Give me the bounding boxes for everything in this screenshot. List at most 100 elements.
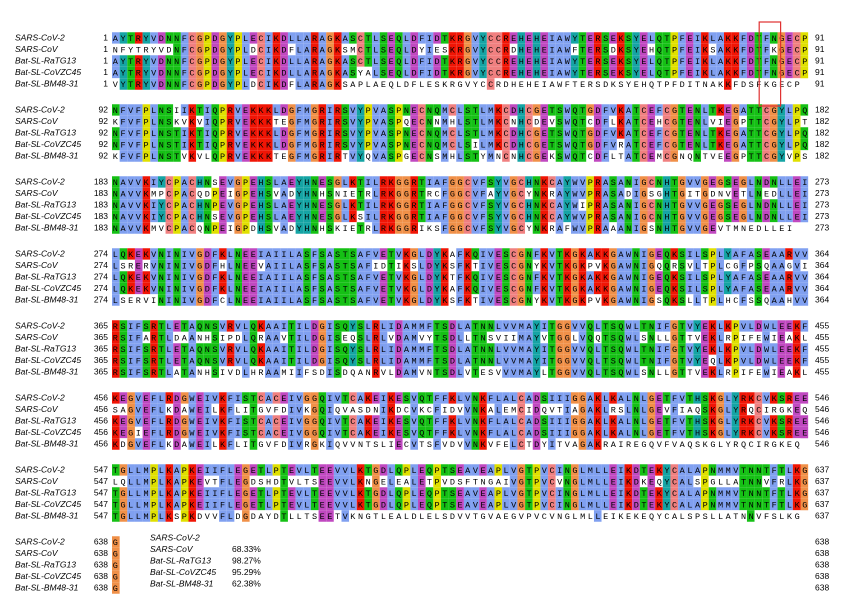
residue-bg bbox=[792, 464, 801, 476]
residue-bg bbox=[387, 354, 396, 367]
residue-bg bbox=[571, 487, 579, 499]
residue-bg bbox=[624, 248, 633, 260]
residue-bg bbox=[762, 78, 770, 90]
residue-bg bbox=[517, 498, 526, 511]
residue-bg bbox=[318, 199, 327, 211]
residue-bg bbox=[333, 354, 342, 367]
residue-bg bbox=[708, 331, 717, 344]
residue-bg bbox=[678, 199, 686, 211]
residue-bg bbox=[333, 210, 342, 223]
residue-bg bbox=[693, 415, 702, 427]
sequence-name: Bat-SL-BM48-31 bbox=[15, 582, 79, 592]
residue-bg bbox=[448, 464, 457, 476]
residue-bg bbox=[356, 438, 365, 450]
residue-bg bbox=[280, 282, 288, 295]
residue-bg bbox=[647, 66, 656, 79]
residue-bg bbox=[555, 210, 564, 223]
residue-bg bbox=[418, 354, 426, 367]
residue-bg bbox=[127, 464, 135, 476]
residue-bg bbox=[632, 438, 640, 450]
residue-bg bbox=[226, 498, 235, 511]
residue-bg bbox=[601, 138, 610, 151]
residue-bg bbox=[685, 294, 694, 306]
residue-bg bbox=[655, 150, 663, 162]
residue-bg bbox=[326, 138, 334, 151]
residue-bg bbox=[563, 78, 571, 90]
residue-bg bbox=[379, 438, 388, 450]
residue-bg bbox=[739, 138, 747, 151]
residue-bg bbox=[716, 320, 724, 332]
residue-bg bbox=[303, 115, 311, 128]
residue-bg bbox=[165, 343, 174, 355]
residue-bg bbox=[173, 320, 181, 332]
residue-bg bbox=[502, 510, 510, 522]
residue-bg bbox=[112, 187, 120, 200]
residue-bg bbox=[287, 176, 296, 188]
residue-bg bbox=[157, 438, 166, 450]
residue-bg bbox=[792, 498, 801, 511]
residue-bg bbox=[150, 104, 158, 116]
residue-bg bbox=[502, 115, 510, 128]
residue-bg bbox=[716, 199, 724, 211]
residue-bg bbox=[716, 248, 724, 260]
residue-bg bbox=[616, 498, 625, 511]
residue-bg bbox=[318, 32, 327, 44]
residue-bg bbox=[601, 104, 610, 116]
residue-bg bbox=[494, 510, 503, 522]
residue-bg bbox=[456, 464, 464, 476]
residue-bg bbox=[150, 210, 158, 223]
residue-bg bbox=[196, 32, 204, 44]
residue-bg bbox=[632, 55, 640, 67]
residue-bg bbox=[731, 354, 740, 367]
sequence-name: SARS-CoV bbox=[15, 476, 59, 486]
residue-bg bbox=[601, 55, 610, 67]
residue-bg bbox=[173, 366, 181, 378]
residue-bg bbox=[517, 475, 526, 488]
residue-bg bbox=[601, 66, 610, 79]
residue-bg bbox=[425, 271, 434, 283]
residue-bg bbox=[119, 43, 128, 56]
residue-bg bbox=[540, 78, 549, 90]
residue-bg bbox=[341, 187, 350, 200]
residue-bg bbox=[310, 510, 319, 522]
residue-bg bbox=[571, 415, 579, 427]
residue-bg bbox=[142, 331, 151, 344]
residue-bg bbox=[785, 32, 793, 44]
residue-bg bbox=[234, 294, 243, 306]
residue-bg bbox=[754, 320, 763, 332]
residue-bg bbox=[509, 127, 518, 139]
residue-bg bbox=[287, 294, 296, 306]
residue-bg bbox=[655, 210, 663, 223]
residue-bg bbox=[769, 43, 778, 56]
residue-bg bbox=[746, 331, 755, 344]
residue-bg bbox=[578, 199, 587, 211]
residue-bg bbox=[724, 43, 732, 56]
residue-bg bbox=[800, 498, 809, 511]
residue-bg bbox=[800, 366, 809, 378]
residue-bg bbox=[486, 104, 495, 116]
sequence: KFVFPLNSKVKVIQPRVEKKKTEGFMGRIRSVYPVASPQE… bbox=[113, 117, 808, 127]
residue-bg bbox=[234, 438, 243, 450]
residue-bg bbox=[739, 438, 747, 450]
residue-bg bbox=[372, 259, 380, 272]
residue-bg bbox=[219, 78, 227, 90]
residue-bg bbox=[494, 403, 503, 416]
residue-bg bbox=[203, 426, 212, 439]
residue-bg bbox=[448, 331, 457, 344]
residue-bg bbox=[112, 271, 120, 283]
residue-bg bbox=[165, 331, 174, 344]
residue-bg bbox=[563, 403, 571, 416]
residue-bg bbox=[349, 32, 357, 44]
residue-bg bbox=[578, 464, 587, 476]
residue-bg bbox=[800, 138, 809, 151]
residue-bg bbox=[708, 210, 717, 223]
residue-bg bbox=[578, 487, 587, 499]
residue-bg bbox=[196, 78, 204, 90]
residue-bg bbox=[112, 199, 120, 211]
residue-bg bbox=[479, 150, 487, 162]
residue-bg bbox=[655, 187, 663, 200]
residue-bg bbox=[425, 222, 434, 234]
residue-bg bbox=[593, 366, 602, 378]
residue-bg bbox=[142, 438, 151, 450]
residue-bg bbox=[333, 150, 342, 162]
